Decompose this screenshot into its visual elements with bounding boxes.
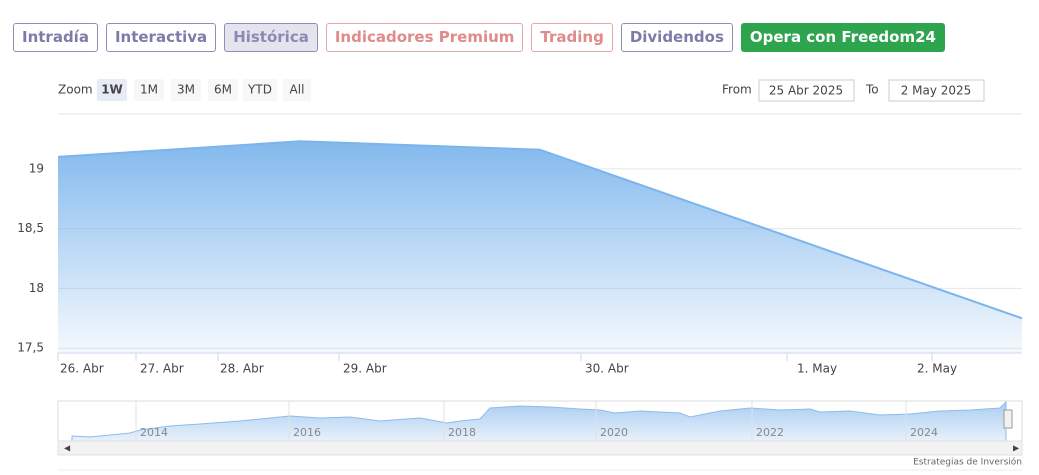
x-tick-label: 30. Abr (585, 362, 629, 376)
from-label: From (722, 83, 752, 97)
navigator-year: 2022 (756, 426, 784, 439)
navigator-year: 2018 (448, 426, 476, 439)
from-value[interactable]: 25 Abr 2025 (769, 84, 843, 98)
x-tick-label: 1. May (797, 362, 837, 376)
y-tick-label: 18 (29, 281, 44, 295)
navigator-series (71, 400, 1007, 442)
x-tick-label: 28. Abr (220, 362, 264, 376)
to-label: To (865, 83, 879, 97)
tab[interactable]: Trading (531, 23, 613, 52)
tab[interactable]: Intradía (13, 23, 98, 52)
navigator-handle[interactable] (1003, 409, 1013, 429)
to-input[interactable] (888, 79, 985, 102)
navigator-year: 2024 (910, 426, 938, 439)
zoom-button-label[interactable]: 1W (101, 83, 123, 97)
tab[interactable]: Dividendos (620, 23, 733, 52)
zoom-button[interactable] (97, 79, 127, 101)
x-tick-label: 27. Abr (140, 362, 184, 376)
zoom-button[interactable] (208, 79, 238, 101)
y-tick-label: 19 (29, 161, 44, 175)
zoom-button[interactable] (243, 79, 277, 101)
tab[interactable]: Opera con Freedom24 (740, 23, 945, 52)
zoom-button-label[interactable]: 3M (177, 83, 195, 97)
x-tick-label: 26. Abr (60, 362, 104, 376)
zoom-label: Zoom (58, 83, 93, 97)
zoom-button[interactable] (283, 79, 311, 101)
navigator-year: 2016 (293, 426, 321, 439)
zoom-button[interactable] (171, 79, 201, 101)
zoom-button-label[interactable]: All (290, 83, 305, 97)
zoom-button-label[interactable]: 1M (140, 83, 158, 97)
y-tick-label: 17,5 (17, 341, 44, 355)
area (58, 141, 1022, 353)
line (57, 140, 1023, 320)
scrollbar[interactable] (57, 440, 1023, 456)
x-tick-label: 29. Abr (343, 362, 387, 376)
tab[interactable]: Histórica (224, 23, 318, 52)
navigator-year: 2020 (600, 426, 628, 439)
tab[interactable]: Interactiva (105, 23, 217, 52)
scroll-right[interactable]: ▶ (1013, 444, 1020, 453)
tab[interactable]: Indicadores Premium (325, 23, 524, 52)
credit: Estrategias de Inversión (913, 457, 1022, 468)
zoom-button[interactable] (134, 79, 164, 101)
to-value[interactable]: 2 May 2025 (901, 84, 972, 98)
from-input[interactable] (758, 79, 855, 102)
navigator-year: 2014 (140, 426, 168, 439)
zoom-button-label[interactable]: 6M (214, 83, 232, 97)
tab-bar: Intradía Interactiva Histórica Indicador… (13, 23, 945, 52)
zoom-button-label[interactable]: YTD (247, 83, 272, 97)
scroll-left[interactable]: ◀ (64, 444, 71, 453)
x-tick-label: 2. May (917, 362, 957, 376)
y-tick-label: 18,5 (17, 221, 44, 235)
